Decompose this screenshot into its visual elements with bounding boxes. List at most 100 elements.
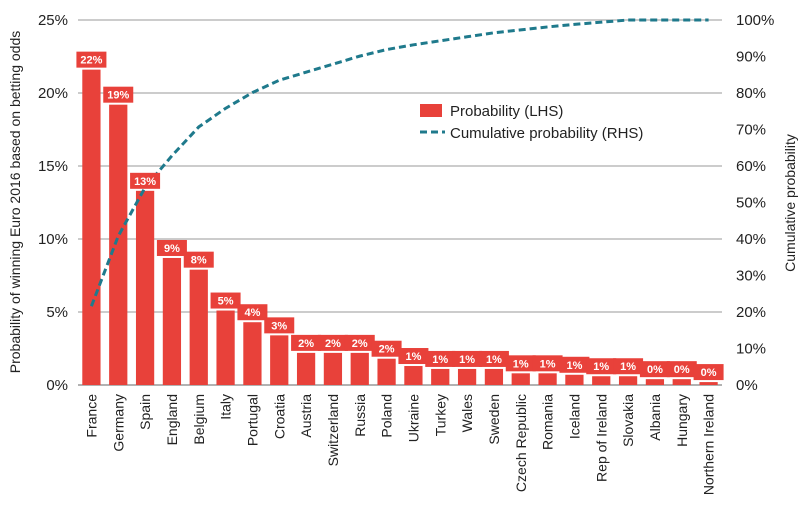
data-label-box (76, 51, 107, 68)
data-label: 8% (191, 255, 207, 267)
data-label-box (639, 361, 670, 378)
bar (565, 374, 584, 385)
data-label: 1% (486, 354, 502, 366)
left-tick-label: 10% (38, 231, 68, 248)
category-label: Poland (379, 394, 395, 438)
category-label: Romania (540, 394, 556, 450)
bar (457, 368, 477, 385)
category-label: Italy (218, 394, 234, 420)
data-label-box (452, 350, 483, 367)
right-tick-label: 70% (736, 122, 766, 139)
data-label-box (371, 340, 402, 357)
right-tick-label: 0% (736, 377, 758, 394)
right-tick-label: 20% (736, 304, 766, 321)
bars (82, 69, 718, 386)
data-label-box (532, 355, 563, 372)
data-label: 1% (566, 360, 582, 372)
data-label-box (586, 358, 617, 375)
data-label-box (559, 356, 590, 373)
right-tick-label: 10% (736, 341, 766, 358)
bar (377, 358, 396, 385)
right-tick-label: 90% (736, 49, 766, 66)
data-labels: 22% 19% 13% 9% 8% 5% 4% 3% 2% 2% 2% 2% 1% 1% 1% 1% 1% 1% 1… (76, 51, 724, 381)
left-tick-label: 20% (38, 85, 68, 102)
category-label: Rep of Ireland (593, 394, 609, 482)
right-axis-title: Cumulative probability (782, 134, 798, 272)
category-label: England (164, 394, 180, 445)
data-label-box (156, 239, 187, 256)
legend-bar-label: Probability (LHS) (450, 103, 563, 120)
bar (511, 373, 530, 385)
data-label: 0% (674, 364, 690, 376)
left-tick-label: 5% (46, 304, 68, 321)
legend-line-label: Cumulative probability (RHS) (450, 125, 643, 142)
data-label: 2% (325, 338, 341, 350)
category-label: Sweden (486, 394, 502, 445)
category-label: Ukraine (405, 394, 421, 442)
data-label: 1% (513, 358, 529, 370)
data-label-box (505, 355, 536, 372)
legend-bar-swatch (420, 104, 442, 117)
data-label-box (613, 358, 644, 375)
category-label: Russia (352, 394, 368, 437)
category-label: Croatia (271, 394, 287, 439)
legend: Probability (LHS) Cumulative probability… (420, 103, 643, 142)
bar (484, 368, 504, 385)
category-label: Albania (647, 394, 663, 441)
bar (618, 376, 638, 385)
bar (296, 352, 316, 385)
data-label: 0% (647, 364, 663, 376)
data-label: 5% (218, 296, 234, 308)
data-label-box (183, 251, 214, 268)
data-label: 1% (432, 354, 448, 366)
bar (350, 352, 369, 385)
category-label: Hungary (674, 394, 690, 447)
data-label-box (291, 334, 322, 351)
data-label-box (264, 317, 295, 334)
bar (645, 379, 665, 385)
right-tick-label: 100% (736, 12, 774, 29)
data-label: 1% (593, 361, 609, 373)
left-tick-label: 15% (38, 158, 68, 175)
data-label-box (130, 172, 161, 189)
bar (592, 376, 611, 385)
category-label: Slovakia (620, 394, 636, 447)
data-label: 13% (134, 176, 156, 188)
bar (538, 373, 557, 385)
data-label: 1% (459, 354, 475, 366)
bar (270, 335, 289, 385)
left-axis-title: Probability of winning Euro 2016 based o… (7, 31, 23, 373)
data-label: 2% (379, 344, 395, 356)
cumulative-line (90, 18, 709, 307)
category-label: Belgium (191, 394, 207, 445)
category-label: Czech Republic (513, 394, 529, 492)
left-axis-ticks: 0% 5% 10% 15% 20% 25% (38, 12, 68, 394)
data-label: 22% (80, 55, 102, 67)
right-tick-label: 60% (736, 158, 766, 175)
data-label: 9% (164, 243, 180, 255)
category-label: Switzerland (325, 394, 341, 466)
cumulative-probability-line (90, 18, 709, 307)
category-label: Austria (298, 394, 314, 438)
right-tick-label: 40% (736, 231, 766, 248)
category-label: Germany (110, 394, 126, 452)
bar (135, 190, 155, 385)
category-label: Wales (459, 394, 475, 432)
data-label-box (666, 361, 697, 378)
left-tick-label: 25% (38, 12, 68, 29)
data-label: 1% (620, 361, 636, 373)
data-label-box (693, 364, 724, 381)
data-label-box (425, 350, 456, 367)
bar (431, 368, 450, 385)
data-label-box (317, 334, 348, 351)
category-label: France (83, 394, 99, 438)
data-label: 0% (701, 367, 717, 379)
category-label: Iceland (566, 394, 582, 439)
category-label: Portugal (244, 394, 260, 446)
category-labels: France Germany Spain England Belgium Italy Por… (83, 394, 716, 495)
bar (404, 366, 423, 385)
bar (162, 257, 182, 385)
bar (82, 69, 101, 385)
bar (699, 382, 718, 385)
data-label: 1% (405, 351, 421, 363)
